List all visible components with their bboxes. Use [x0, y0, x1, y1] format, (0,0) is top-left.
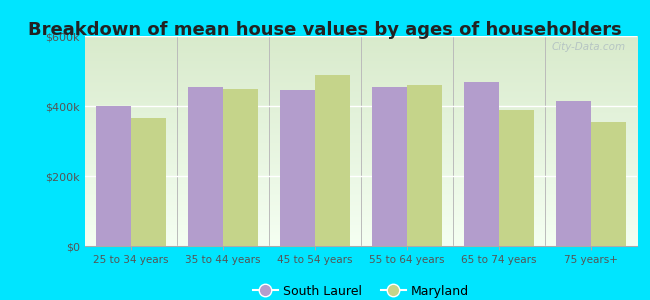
Text: City-Data.com: City-Data.com — [552, 42, 626, 52]
Bar — [280, 90, 315, 246]
Bar — [499, 110, 534, 246]
Text: Breakdown of mean house values by ages of householders: Breakdown of mean house values by ages o… — [28, 21, 622, 39]
Bar — [131, 118, 166, 246]
Bar — [96, 106, 131, 246]
Legend: South Laurel, Maryland: South Laurel, Maryland — [248, 280, 474, 300]
Bar — [556, 101, 591, 246]
Bar — [591, 122, 626, 246]
Bar — [188, 87, 222, 246]
Bar — [464, 82, 499, 246]
Bar — [315, 74, 350, 246]
Bar — [372, 87, 407, 246]
Bar — [407, 85, 442, 246]
Bar — [222, 88, 257, 246]
